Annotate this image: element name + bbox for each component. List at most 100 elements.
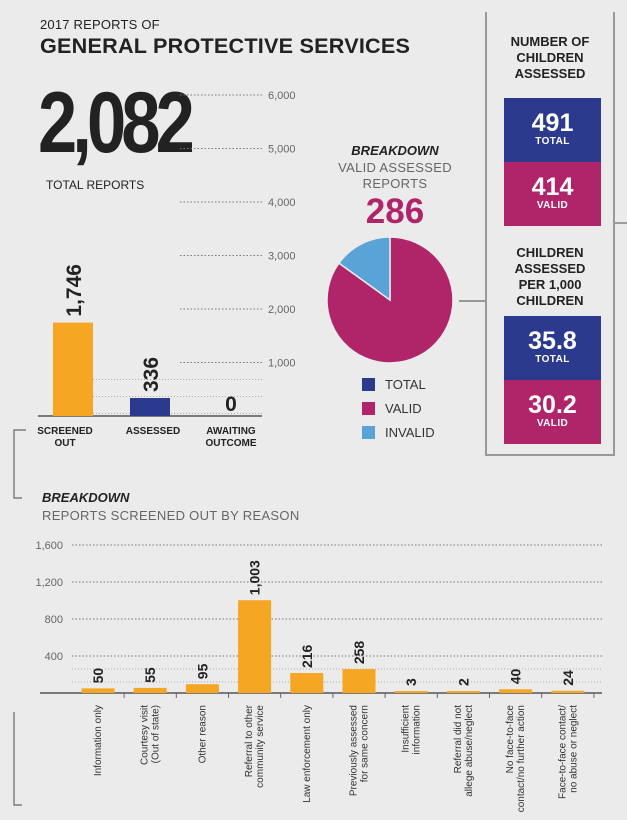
data-label: 1,746 (63, 264, 86, 317)
bar (499, 689, 533, 693)
rate-valid-value: 30.2 (528, 391, 577, 419)
bar (133, 687, 167, 693)
y-tick-label: 1,600 (35, 540, 63, 552)
children-valid-label: VALID (536, 200, 569, 211)
panel-connector-line (615, 222, 627, 224)
y-tick-label: 1,000 (268, 358, 296, 370)
legend-swatch-valid (362, 402, 375, 415)
y-tick-label: 400 (45, 651, 63, 663)
pie-subtitle: VALID ASSESSED REPORTS (320, 160, 470, 192)
rate-valid-box: 30.2 VALID (504, 380, 601, 444)
x-tick-label: Previously assessed (349, 705, 360, 796)
legend-label-valid: VALID (385, 401, 422, 416)
data-label: 55 (142, 667, 158, 683)
y-tick-label: 6,000 (268, 90, 296, 102)
top-bar-chart: 1,000 2,000 3,000 4,000 5,000 6,000 1,746 336 0 (38, 90, 296, 417)
children-total-box: 491 TOTAL (504, 98, 601, 162)
bar (290, 673, 324, 693)
bar (185, 684, 219, 693)
per-thousand-heading: CHILDREN ASSESSED PER 1,000 CHILDREN (485, 245, 615, 309)
rate-valid-label: VALID (536, 418, 569, 429)
heading1-line3: ASSESSED (514, 66, 586, 81)
data-label: 40 (508, 669, 524, 685)
legend-label-invalid: INVALID (385, 425, 435, 440)
pie-subtitle-line1: VALID ASSESSED (338, 160, 452, 175)
screened-out-reason-chart: 400 800 1,200 1,600 50 Information only 55 Cour… (35, 540, 602, 812)
category-label-awaiting-outcome: AWAITING OUTCOME (205, 426, 257, 449)
total-reports-label: TOTAL REPORTS (46, 178, 145, 192)
rate-total-box: 35.8 TOTAL (504, 316, 601, 380)
x-tick-label: Other reason (197, 705, 208, 763)
bar (81, 688, 115, 693)
x-tick-label: information (412, 705, 423, 754)
children-total-label: TOTAL (535, 136, 570, 147)
bar (238, 600, 272, 693)
legend-item-valid: VALID (362, 401, 435, 425)
data-label: 258 (351, 641, 367, 665)
heading2-line1: CHILDREN (516, 245, 584, 260)
bar (394, 691, 428, 693)
x-tick-label: contact/no further action (516, 705, 527, 812)
x-tick-label: Law enforcement only (302, 705, 313, 803)
category-label-screened-out: SCREENED OUT (37, 426, 93, 449)
x-tick-label: for same concern (360, 705, 371, 782)
legend-label-total: TOTAL (385, 377, 426, 392)
x-tick-label: Referral did not (453, 705, 464, 774)
page-title: GENERAL PROTECTIVE SERVICES (40, 35, 411, 58)
children-valid-box: 414 VALID (504, 162, 601, 226)
y-tick-label: 800 (45, 614, 63, 626)
heading2-line4: CHILDREN (516, 293, 584, 308)
data-label: 24 (560, 670, 576, 686)
bar (551, 690, 585, 693)
bottom-breakdown-heading: BREAKDOWN (42, 490, 130, 505)
legend-item-invalid: INVALID (362, 425, 435, 449)
pie-subtitle-line2: REPORTS (362, 176, 428, 191)
connector-bracket (13, 429, 26, 806)
children-valid-value: 414 (531, 173, 574, 201)
x-tick-label: Courtesy visit (140, 705, 151, 765)
children-assessed-heading: NUMBER OF CHILDREN ASSESSED (485, 34, 615, 82)
y-tick-label: 4,000 (268, 197, 296, 209)
heading1-line2: CHILDREN (516, 50, 584, 65)
x-tick-label: Information only (93, 705, 104, 776)
x-tick-label: no abuse or neglect (568, 705, 579, 793)
children-total-value: 491 (531, 109, 574, 137)
children-assessed-panel (485, 12, 615, 456)
heading2-line3: PER 1,000 (518, 277, 582, 292)
data-label: 1,003 (247, 560, 263, 595)
data-label: 2 (455, 678, 471, 686)
x-tick-label: Face-to-face contact/ (557, 705, 568, 799)
x-tick-label: Referral to other (244, 704, 255, 777)
bottom-subtitle: REPORTS SCREENED OUT BY REASON (42, 508, 300, 523)
legend-swatch-invalid (362, 426, 375, 439)
category-label-assessed: ASSESSED (125, 426, 181, 437)
data-label: 95 (194, 663, 210, 679)
y-tick-label: 2,000 (268, 304, 296, 316)
x-tick-label: No face-to-face (505, 705, 516, 774)
data-label: 3 (403, 678, 419, 686)
data-label: 216 (299, 644, 315, 668)
y-tick-label: 5,000 (268, 144, 296, 156)
x-tick-label: (Out of state) (151, 705, 162, 763)
bar (342, 669, 376, 693)
x-tick-label: allege abuse/neglect (464, 705, 475, 797)
pie-slice-invalid (337, 236, 391, 302)
x-tick-label: community service (255, 705, 266, 788)
x-tick-label: Insufficient (401, 705, 412, 753)
valid-assessed-pie (326, 236, 454, 364)
data-label: 336 (140, 357, 163, 392)
bar (446, 691, 480, 693)
data-label: 50 (90, 668, 106, 684)
total-reports-value: 2,082 (38, 75, 195, 171)
heading1-line1: NUMBER OF (510, 34, 590, 49)
rate-total-label: TOTAL (535, 354, 570, 365)
data-label: 0 (225, 393, 237, 416)
pie-breakdown-heading: BREAKDOWN (351, 143, 439, 158)
pie-legend: TOTAL VALID INVALID (362, 377, 435, 449)
pie-connector-line (459, 300, 485, 302)
legend-item-total: TOTAL (362, 377, 435, 401)
bar (53, 322, 93, 416)
bar (130, 398, 170, 416)
y-tick-label: 1,200 (35, 577, 63, 589)
heading2-line2: ASSESSED (514, 261, 586, 276)
